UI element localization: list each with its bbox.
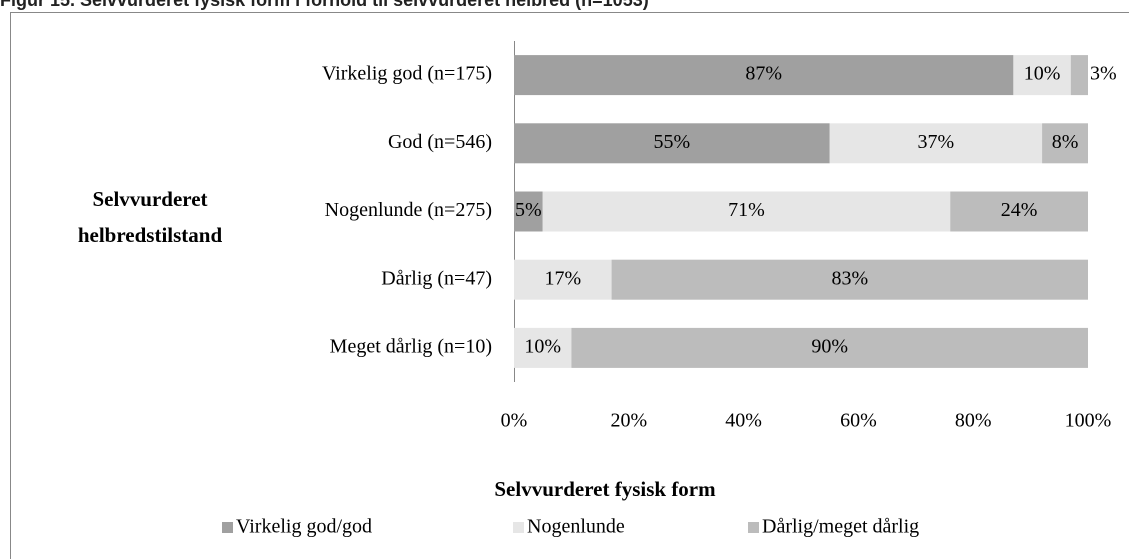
x-tick-label: 100%: [1065, 410, 1112, 432]
y-tick-label: God (n=546): [388, 131, 492, 153]
bar-segment: [514, 123, 830, 164]
bar-segment: [1070, 55, 1088, 96]
bar-segment: [514, 191, 543, 232]
legend-swatch: [748, 522, 759, 533]
chart-title: Figur 15. Selvvurderet fysisk form i for…: [0, 0, 649, 10]
bar-segment: [514, 259, 612, 300]
bar-segment: [514, 327, 572, 368]
x-tick-label: 40%: [725, 410, 762, 432]
y-tick-label: Nogenlunde (n=275): [325, 199, 492, 221]
data-label: 10%: [524, 335, 561, 357]
legend-label: Nogenlunde: [527, 516, 625, 538]
bar-segment: [1042, 123, 1088, 164]
bar-segment: [571, 327, 1088, 368]
y-tick-label: Virkelig god (n=175): [322, 63, 492, 85]
legend-label: Virkelig god/god: [236, 516, 372, 538]
x-tick-label: 0%: [501, 410, 528, 432]
y-tick-label: Meget dårlig (n=10): [330, 335, 492, 357]
data-label: 71%: [728, 199, 765, 221]
data-label: 83%: [831, 267, 868, 289]
data-label: 17%: [544, 267, 581, 289]
legend-swatch: [222, 522, 233, 533]
x-tick-label: 80%: [955, 410, 992, 432]
bar-segment: [542, 191, 951, 232]
data-label: 55%: [654, 131, 691, 153]
data-label: 90%: [811, 335, 848, 357]
bar-segment: [611, 259, 1088, 300]
y-tick-label: Dårlig (n=47): [381, 267, 492, 289]
data-label: 87%: [745, 63, 782, 85]
x-axis-title: Selvvurderet fysisk form: [494, 477, 716, 501]
data-label: 24%: [1001, 199, 1038, 221]
data-label: 37%: [918, 131, 955, 153]
legend-label: Dårlig/meget dårlig: [762, 516, 919, 538]
bar-segment: [514, 55, 1014, 96]
bar-segment: [829, 123, 1043, 164]
y-axis-title: Selvvurderet helbredstilstand: [78, 187, 223, 247]
x-tick-label: 60%: [840, 410, 877, 432]
data-label: 3%: [1090, 63, 1117, 85]
bar-segment: [950, 191, 1088, 232]
data-label: 5%: [515, 199, 542, 221]
x-tick-label: 20%: [610, 410, 647, 432]
bar-segment: [1013, 55, 1071, 96]
data-label: 10%: [1024, 63, 1061, 85]
legend-swatch: [513, 522, 524, 533]
data-label: 8%: [1052, 131, 1079, 153]
